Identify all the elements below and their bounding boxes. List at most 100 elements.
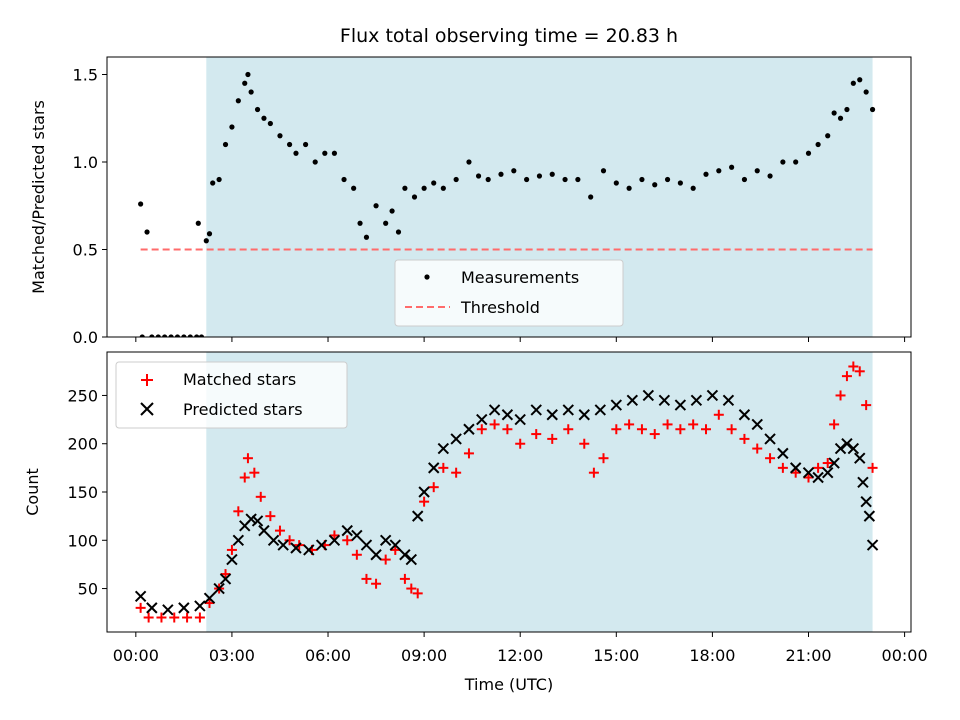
ratio-panel: 0.0 0.5 1.0 1.5 Matched/Predicted stars Mea… [29,56,912,347]
measurement-point [331,150,338,156]
predicted-star-point [428,462,440,474]
predicted-star-point [389,539,401,551]
predicted-star-point [315,539,328,551]
measurement-point [652,182,658,188]
matched-star-point [790,467,801,478]
measurement-point [149,334,155,337]
matched-star-point [489,419,500,430]
measurement-point [639,176,645,183]
matched-star-point [854,366,865,377]
measurement-point [373,203,379,209]
predicted-star-point [501,409,514,421]
predicted-star-point [251,515,264,527]
predicted-star-point [328,534,341,546]
matched-star-point [726,424,737,435]
matched-star-point [194,612,205,623]
measurement-point [857,77,863,83]
matched-star-point [226,544,237,555]
matched-star-point [351,549,362,560]
predicted-star-point [370,549,382,561]
matched-star-point [371,578,382,589]
matched-star-point [611,424,622,435]
measurement-point [754,168,760,174]
predicted-star-point [245,513,257,525]
predicted-star-point [866,539,879,551]
predicted-star-point [232,534,245,546]
measurement-point [780,159,786,165]
predicted-star-point [178,602,190,614]
predicted-star-point [546,409,558,421]
matched-star-point [451,467,462,478]
measurement-point [286,141,293,148]
measurement-point [138,201,144,207]
count-y-axis: 50 100 150 200 250 [67,386,107,599]
predicted-star-point [437,442,450,455]
measurement-point [549,171,555,177]
measurement-point [229,124,235,130]
legend-measurements-marker [424,274,430,280]
measurement-point [389,208,395,214]
matched-star-point [428,482,439,493]
measurement-point [383,220,389,226]
measurement-point [741,176,748,183]
measurement-point [562,176,568,183]
predicted-star-point [857,476,869,489]
measurement-point [222,141,229,148]
x-tick-label: 00:00 [882,646,928,665]
ratio-panel-frame [106,56,912,338]
matched-star-point [419,496,430,507]
count-legend: Matched stars Predicted stars [115,361,348,429]
x-axis-label: Time (UTC) [464,675,553,694]
predicted-star-point [341,524,353,537]
legend-predicted-label: Predicted stars [183,400,303,419]
predicted-star-point [828,457,840,469]
ratio-y-axis-label: Matched/Predicted stars [29,100,48,294]
measurement-point [351,185,357,191]
measurement-point [195,220,201,226]
legend-matched-marker [141,374,153,386]
measurement-point [815,141,821,148]
measurement-point [729,164,735,170]
matched-star-point [182,612,193,623]
measurement-point [242,80,248,86]
matched-star-point [867,462,878,473]
measurement-point [498,171,504,177]
predicted-star-point [258,524,270,537]
predicted-star-point [610,399,623,411]
measurement-point [421,185,427,191]
measurement-point [844,106,850,113]
predicted-star-point [690,394,703,406]
matched-star-point [662,419,673,430]
measurement-point [511,168,517,174]
matched-star-point [399,573,410,584]
matched-star-point [438,462,449,473]
matched-star-point [476,424,487,435]
predicted-star-point [514,413,526,426]
predicted-star-point [450,433,462,445]
predicted-star-point [706,389,719,402]
measurement-point [277,133,283,139]
ratio-marks [138,71,876,337]
matched-star-point [752,443,763,454]
predicted-star-point [418,486,430,498]
measurement-point [837,115,844,121]
predicted-star-point [463,423,475,435]
matched-star-point [624,419,635,430]
matched-star-point [274,525,285,536]
matched-star-point [588,467,599,478]
measurement-point [206,231,213,237]
matched-star-point [412,588,423,599]
matched-star-point [515,438,526,449]
matched-star-point [649,429,660,440]
measurement-point [174,334,181,337]
ratio-x-ticks [135,337,906,342]
measurement-point [440,185,446,191]
predicted-star-point [277,539,289,551]
measurement-point [254,106,261,113]
predicted-star-point [722,394,735,406]
matched-star-point [841,371,852,382]
predicted-star-point [351,529,363,542]
measurement-point [144,229,150,235]
count-panel: 50 100 150 200 250 00:00 03:00 06:00 09:00 12:00… [23,351,928,694]
